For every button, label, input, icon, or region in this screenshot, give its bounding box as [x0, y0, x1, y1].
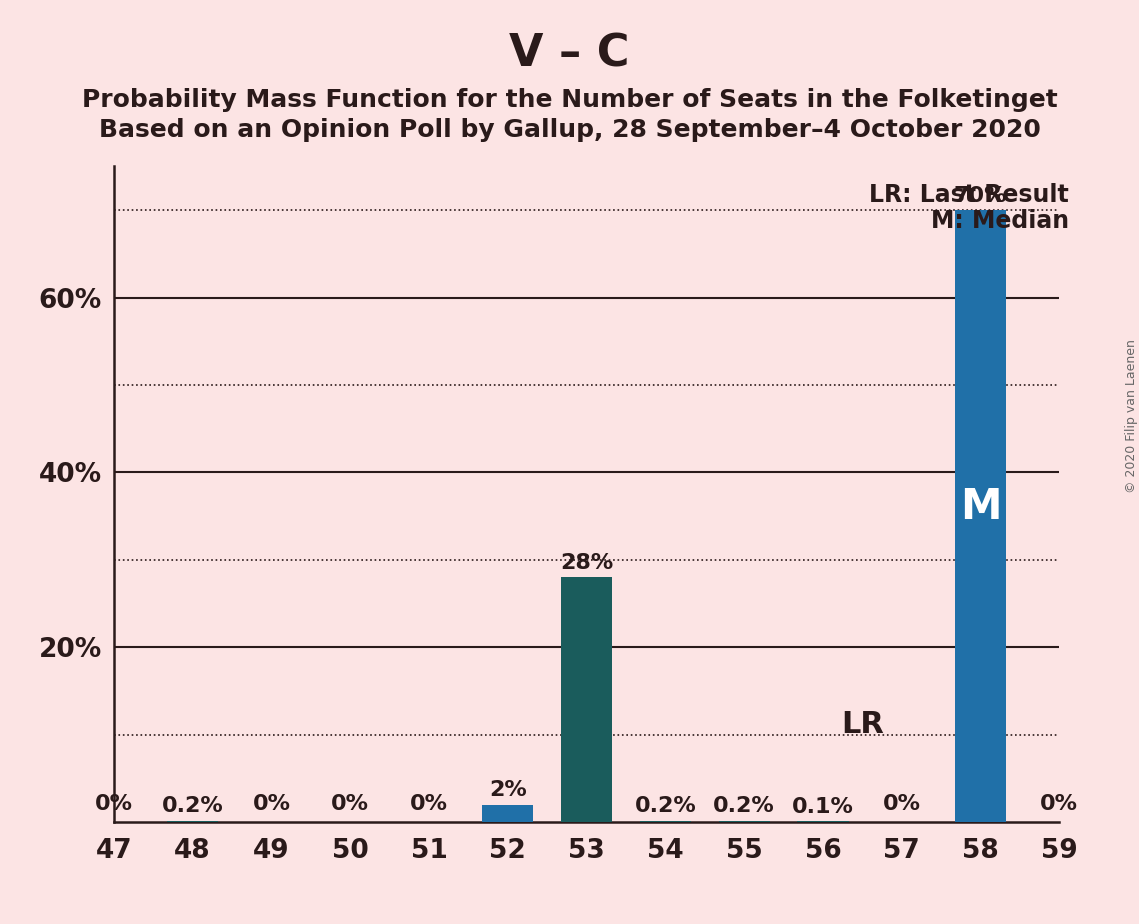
Bar [482, 805, 533, 822]
Bar [719, 821, 770, 822]
Text: M: M [960, 486, 1001, 529]
Text: 0.2%: 0.2% [713, 796, 775, 816]
Text: © 2020 Filip van Laenen: © 2020 Filip van Laenen [1124, 339, 1138, 492]
Bar [954, 210, 1006, 822]
Text: 70%: 70% [953, 186, 1007, 206]
Text: 0.2%: 0.2% [162, 796, 223, 816]
Text: LR: Last Result: LR: Last Result [869, 183, 1068, 207]
Text: 28%: 28% [560, 553, 613, 573]
Text: Probability Mass Function for the Number of Seats in the Folketinget: Probability Mass Function for the Number… [82, 88, 1057, 112]
Text: 0%: 0% [95, 794, 133, 814]
Text: 0%: 0% [883, 794, 920, 814]
Bar [167, 821, 219, 822]
Text: 0%: 0% [331, 794, 369, 814]
Text: LR: LR [841, 711, 884, 739]
Bar [562, 578, 612, 822]
Text: 0.2%: 0.2% [634, 796, 696, 816]
Text: 0%: 0% [1040, 794, 1079, 814]
Text: V – C: V – C [509, 32, 630, 76]
Bar [640, 821, 691, 822]
Text: Based on an Opinion Poll by Gallup, 28 September–4 October 2020: Based on an Opinion Poll by Gallup, 28 S… [99, 118, 1040, 142]
Text: 0%: 0% [253, 794, 290, 814]
Text: 2%: 2% [489, 781, 526, 800]
Text: 0%: 0% [410, 794, 448, 814]
Text: M: Median: M: Median [931, 209, 1068, 233]
Text: 0.1%: 0.1% [792, 797, 854, 817]
